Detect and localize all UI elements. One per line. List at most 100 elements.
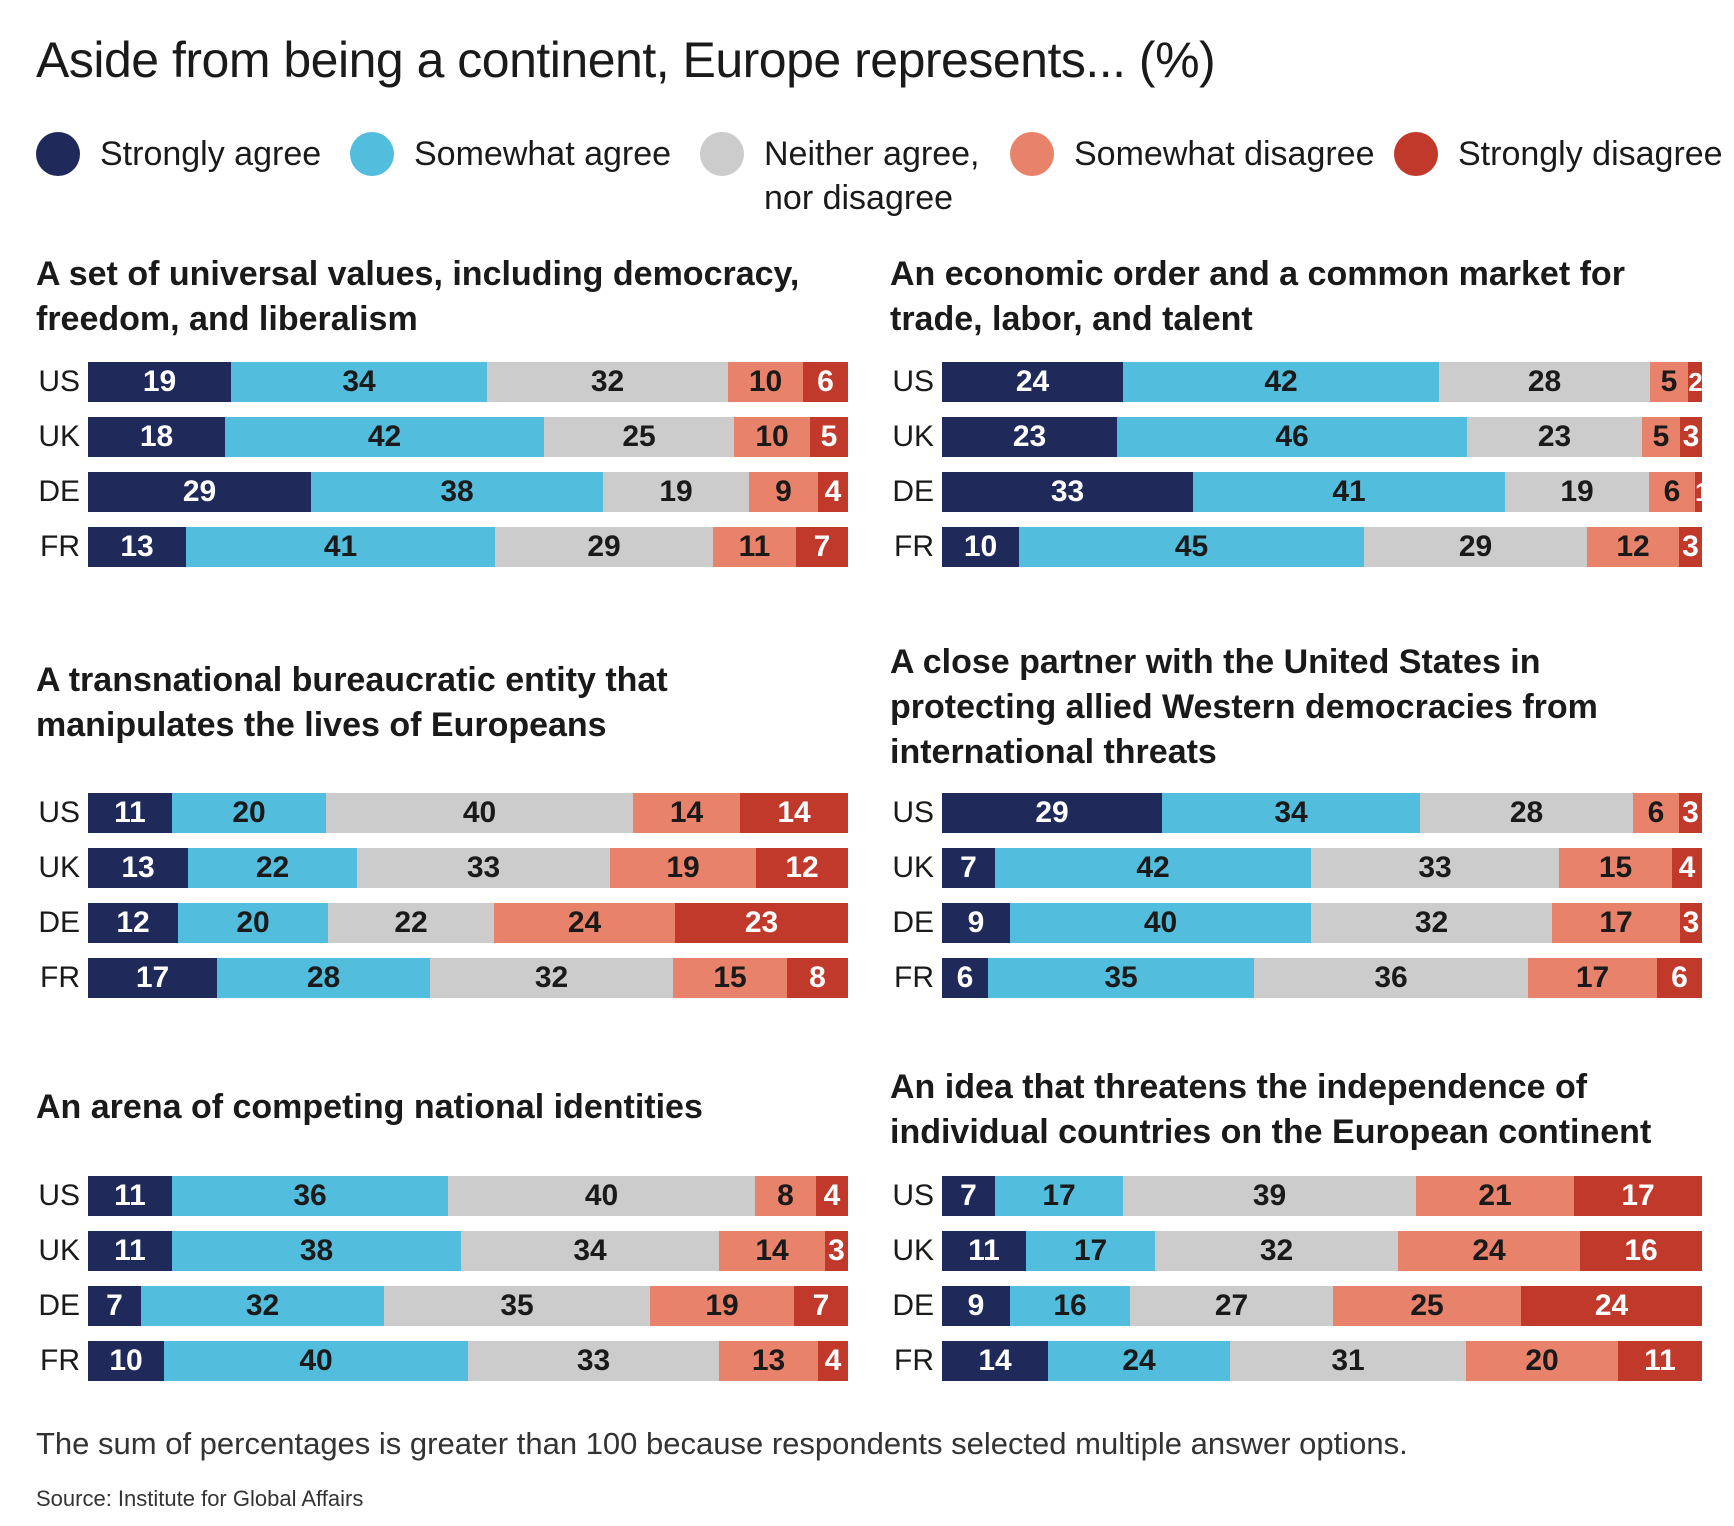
bar-segment: 12 <box>756 848 848 888</box>
bar-row: UK 11 38 34 14 3 <box>36 1231 848 1271</box>
bar-segment: 27 <box>1130 1286 1333 1326</box>
bar-segment: 8 <box>755 1176 816 1216</box>
bar-segment: 6 <box>1633 793 1679 833</box>
category-label: DE <box>38 906 80 939</box>
legend-label: Somewhat agree <box>414 132 671 176</box>
bar-segment: 35 <box>988 958 1254 998</box>
stacked-bar: 13 41 29 11 7 <box>88 527 848 567</box>
bar-row: FR 14 24 31 20 11 <box>890 1341 1702 1381</box>
bar-segment: 32 <box>1311 903 1552 943</box>
bar-segment: 32 <box>141 1286 384 1326</box>
stacked-bar: 29 34 28 6 3 <box>942 793 1702 833</box>
bar-segment: 33 <box>468 1341 719 1381</box>
category-label: US <box>38 1179 80 1212</box>
legend-swatch <box>700 132 744 176</box>
bar-segment: 8 <box>787 958 848 998</box>
bar-segment: 14 <box>740 793 848 833</box>
bar-segment: 19 <box>1505 472 1649 512</box>
legend-label-line: Somewhat agree <box>414 135 672 173</box>
bar-segment: 28 <box>217 958 430 998</box>
bar-segment: 38 <box>172 1231 461 1271</box>
bar-segment: 3 <box>1680 417 1702 457</box>
stacked-bar: 6 35 36 17 6 <box>942 958 1702 998</box>
bar-segment: 9 <box>749 472 818 512</box>
bar-segment: 10 <box>734 417 810 457</box>
bar-segment: 16 <box>1580 1231 1702 1271</box>
legend-label-line: Neither agree, <box>764 135 980 173</box>
panel-title: A transnational bureaucratic entity that… <box>36 661 668 744</box>
category-label: UK <box>38 851 80 884</box>
bar-segment: 3 <box>1680 903 1702 943</box>
bar-row: DE 9 40 32 17 3 <box>890 903 1702 943</box>
bar-segment: 40 <box>1010 903 1311 943</box>
stacked-bar: 10 45 29 12 3 <box>942 527 1702 567</box>
bar-segment: 24 <box>1398 1231 1580 1271</box>
stacked-bar: 11 36 40 8 4 <box>88 1176 848 1216</box>
stacked-bar: 7 42 33 15 4 <box>942 848 1702 888</box>
bar-segment: 14 <box>633 793 740 833</box>
bar-segment: 40 <box>164 1341 468 1381</box>
category-label: FR <box>894 530 934 563</box>
bar-segment: 9 <box>942 903 1010 943</box>
bar-segment: 21 <box>1416 1176 1574 1216</box>
legend-label: Strongly disagree <box>1458 132 1723 176</box>
bar-row: US 11 36 40 8 4 <box>36 1176 848 1216</box>
bar-row: UK 7 42 33 15 4 <box>890 848 1702 888</box>
bar-segment: 4 <box>1672 848 1702 888</box>
bar-segment: 3 <box>1679 527 1702 567</box>
legend-swatch <box>1394 132 1438 176</box>
bar-segment: 34 <box>461 1231 719 1271</box>
stacked-bar: 12 20 22 24 23 <box>88 903 848 943</box>
legend-label: Somewhat disagree <box>1074 132 1375 176</box>
bar-segment: 10 <box>942 527 1019 567</box>
bar-segment: 6 <box>1657 958 1702 998</box>
bar-segment: 42 <box>225 417 544 457</box>
bar-row: UK 11 17 32 24 16 <box>890 1231 1702 1271</box>
bar-segment: 19 <box>88 362 231 402</box>
bar-segment: 13 <box>719 1341 818 1381</box>
bar-segment: 20 <box>1466 1341 1618 1381</box>
bar-row: FR 6 35 36 17 6 <box>890 958 1702 998</box>
bar-segment: 29 <box>1364 527 1587 567</box>
bar-segment: 9 <box>942 1286 1010 1326</box>
bar-row: DE 33 41 19 6 1 <box>890 472 1709 512</box>
bar-row: DE 29 38 19 9 4 <box>36 472 848 512</box>
bar-segment: 41 <box>1193 472 1505 512</box>
bar-segment: 28 <box>1439 362 1650 402</box>
bar-segment: 41 <box>186 527 495 567</box>
bar-segment: 2 <box>1688 362 1703 402</box>
category-label: UK <box>892 1234 934 1267</box>
bar-segment: 40 <box>326 793 633 833</box>
legend-swatch <box>1010 132 1054 176</box>
bar-segment: 10 <box>728 362 803 402</box>
bar-row: DE 9 16 27 25 24 <box>890 1286 1702 1326</box>
bar-segment: 29 <box>495 527 713 567</box>
stacked-bar: 29 38 19 9 4 <box>88 472 848 512</box>
bar-segment: 17 <box>1026 1231 1155 1271</box>
bar-row: UK 13 22 33 19 12 <box>36 848 848 888</box>
category-label: UK <box>38 1234 80 1267</box>
bar-segment: 33 <box>357 848 610 888</box>
bar-segment: 17 <box>88 958 217 998</box>
bar-segment: 33 <box>942 472 1193 512</box>
stacked-bar: 7 17 39 21 17 <box>942 1176 1702 1216</box>
category-label: UK <box>38 420 80 453</box>
bar-segment: 13 <box>88 848 188 888</box>
bar-row: FR 10 40 33 13 4 <box>36 1341 848 1381</box>
bar-segment: 33 <box>1311 848 1559 888</box>
bar-segment: 38 <box>311 472 603 512</box>
bar-segment: 36 <box>172 1176 448 1216</box>
bar-segment: 7 <box>796 527 848 567</box>
panel-title: An arena of competing national identitie… <box>36 1088 703 1126</box>
bar-row: US 24 42 28 5 2 <box>890 362 1703 402</box>
bar-segment: 17 <box>995 1176 1123 1216</box>
category-label: FR <box>40 961 80 994</box>
stacked-bar: 11 20 40 14 14 <box>88 793 848 833</box>
bar-segment: 32 <box>430 958 673 998</box>
bar-segment: 4 <box>818 472 848 512</box>
bar-segment: 29 <box>88 472 311 512</box>
bar-segment: 13 <box>88 527 186 567</box>
bar-segment: 12 <box>1587 527 1679 567</box>
category-label: DE <box>38 1289 80 1322</box>
bar-segment: 20 <box>178 903 328 943</box>
